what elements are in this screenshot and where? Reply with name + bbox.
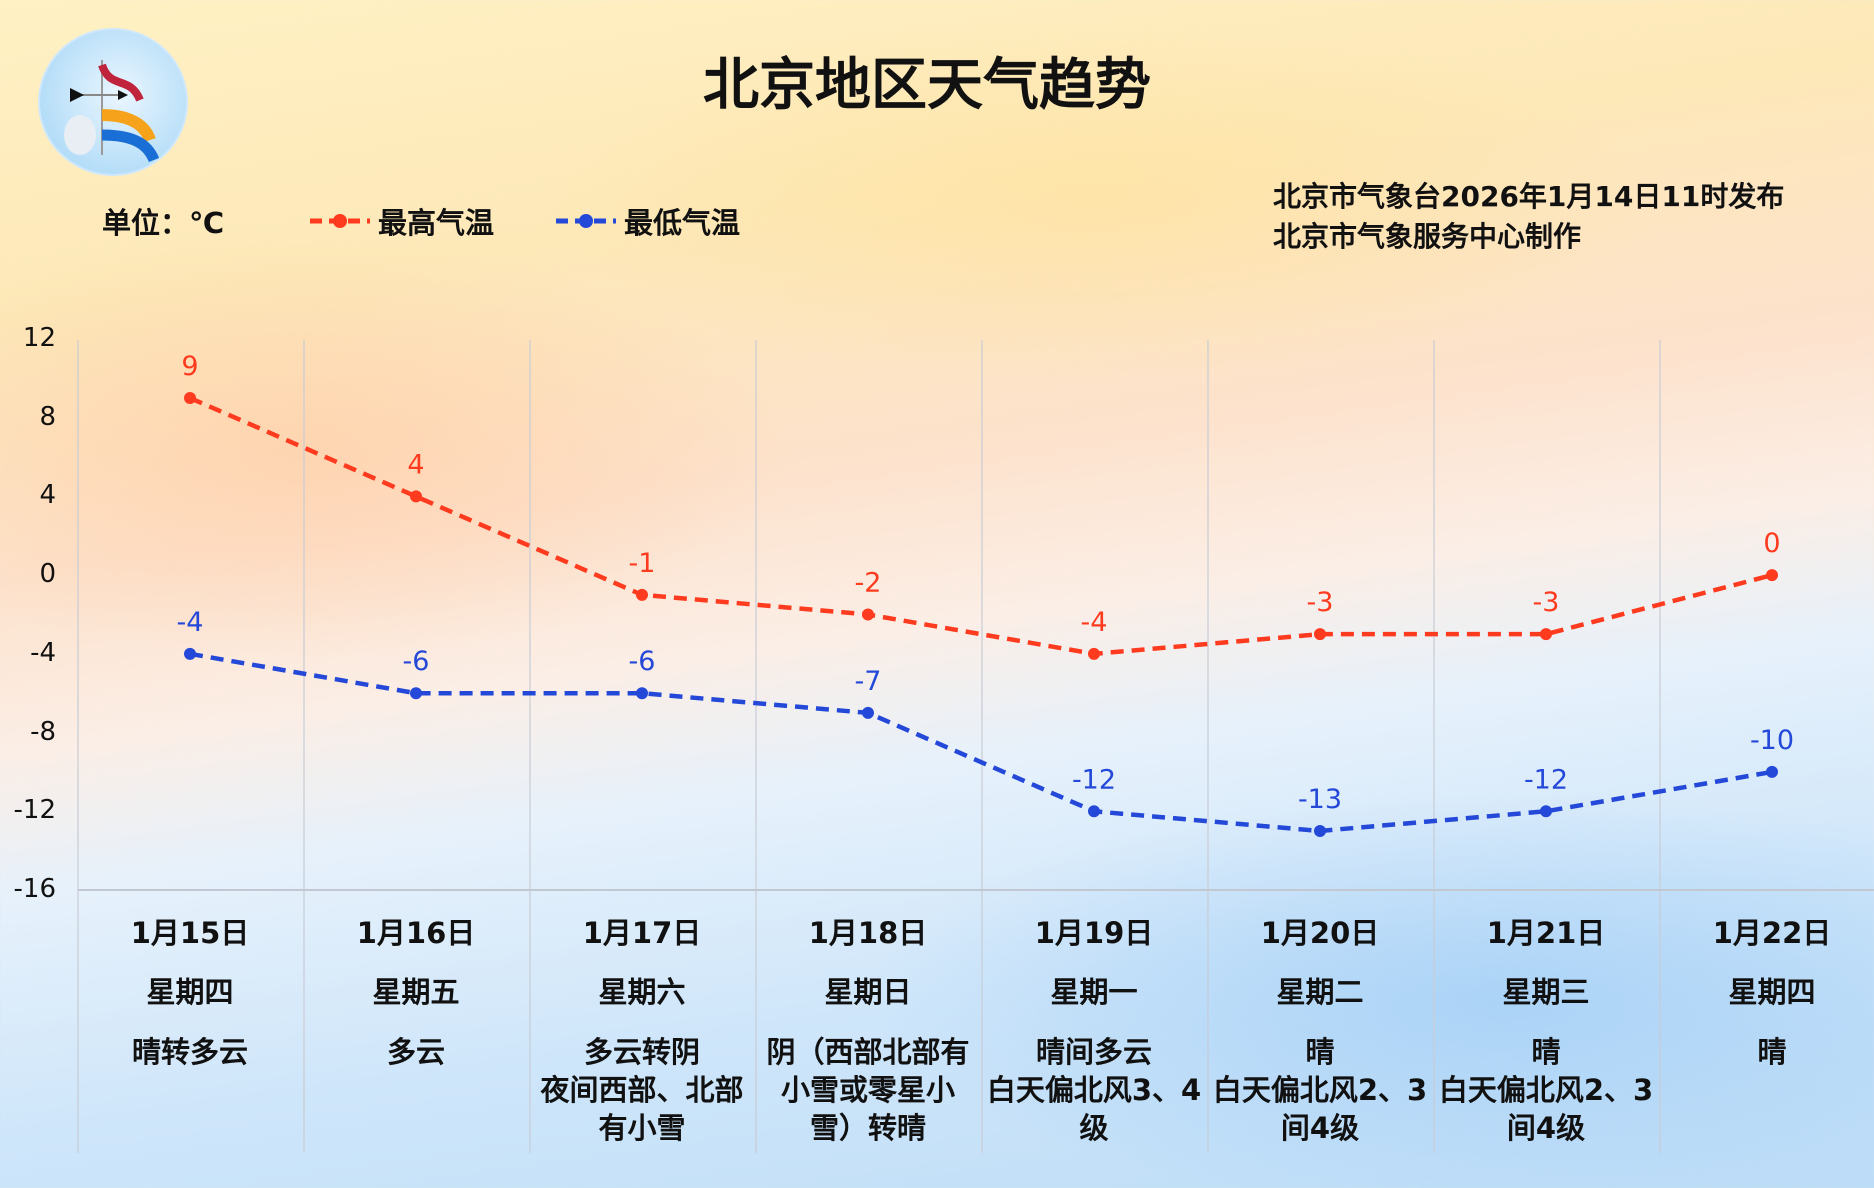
page-title: 北京地区天气趋势 — [0, 40, 1874, 121]
data-point — [1766, 765, 1778, 778]
date-label: 1月19日 — [1034, 916, 1154, 950]
weather-text: 阴（西部北部有 — [766, 1035, 970, 1069]
weather-text: 多云 — [386, 1035, 445, 1069]
legend-high: 最高气温 — [378, 206, 495, 240]
data-point — [1314, 628, 1326, 641]
y-tick-label: 0 — [39, 559, 56, 590]
data-label: -4 — [1081, 607, 1108, 638]
data-point — [636, 588, 648, 601]
weekday-label: 星期六 — [598, 975, 686, 1009]
data-point — [1314, 824, 1326, 837]
data-point — [410, 687, 422, 700]
legend-low-marker-icon — [556, 214, 616, 228]
weekday-label: 星期二 — [1276, 975, 1364, 1009]
y-tick-label: -16 — [13, 874, 56, 904]
data-point — [184, 392, 196, 405]
date-label: 1月16日 — [356, 916, 476, 950]
data-label: -6 — [629, 646, 656, 677]
date-label: 1月18日 — [808, 916, 928, 950]
data-point — [1088, 805, 1100, 818]
weather-text: 晴 — [1531, 1035, 1561, 1069]
y-tick-label: 4 — [39, 480, 56, 511]
data-label: -3 — [1533, 587, 1560, 618]
weather-text: 间4级 — [1280, 1111, 1360, 1145]
data-point — [1766, 569, 1778, 582]
weather-text: 晴转多云 — [131, 1035, 248, 1069]
weekday-label: 星期五 — [372, 975, 460, 1009]
data-point — [862, 706, 874, 719]
weather-text: 级 — [1079, 1111, 1109, 1145]
data-label: -2 — [855, 568, 882, 599]
weather-text: 白天偏北风2、3 — [1212, 1073, 1428, 1107]
weekday-label: 星期一 — [1050, 975, 1138, 1009]
weather-text: 小雪或零星小 — [780, 1073, 955, 1107]
data-label: 4 — [407, 449, 424, 480]
data-point — [1088, 647, 1100, 660]
data-label: -7 — [855, 666, 882, 697]
date-label: 1月20日 — [1260, 916, 1380, 950]
series-line-low — [189, 651, 1773, 834]
weather-text: 有小雪 — [598, 1111, 686, 1145]
data-label: -1 — [629, 548, 656, 579]
data-label: -6 — [403, 646, 430, 677]
weather-text: 夜间西部、北部 — [540, 1073, 744, 1107]
y-tick-label: -4 — [30, 637, 56, 668]
y-tick-label: -12 — [13, 795, 56, 826]
data-point — [1540, 628, 1552, 641]
y-tick-label: 8 — [39, 401, 56, 432]
weather-text: 间4级 — [1506, 1111, 1586, 1145]
data-label: -3 — [1307, 587, 1334, 618]
weather-text: 晴 — [1757, 1035, 1787, 1069]
y-tick-label: -8 — [30, 716, 56, 747]
weekday-label: 星期四 — [146, 975, 234, 1009]
date-label: 1月21日 — [1486, 916, 1606, 950]
logo — [38, 28, 188, 176]
weather-text: 白天偏北风3、4 — [986, 1073, 1202, 1107]
weather-text: 白天偏北风2、3 — [1438, 1073, 1654, 1107]
y-tick-label: 12 — [22, 323, 56, 353]
publisher-line-2: 北京市气象服务中心制作 — [1273, 220, 1582, 253]
date-label: 1月15日 — [130, 916, 250, 950]
data-label: -10 — [1750, 725, 1794, 756]
publisher-line-1: 北京市气象台2026年1月14日11时发布 — [1273, 180, 1785, 213]
legend-low: 最低气温 — [624, 206, 741, 240]
data-point — [636, 687, 648, 700]
data-point — [410, 490, 422, 503]
data-label: -12 — [1524, 764, 1568, 795]
weather-vane-logo-icon — [64, 60, 160, 163]
legend-high-marker-icon — [310, 214, 370, 228]
date-label: 1月22日 — [1712, 916, 1832, 950]
unit-label: 单位：℃ — [102, 206, 225, 240]
data-label: -13 — [1298, 784, 1342, 815]
data-label: -12 — [1072, 764, 1116, 795]
weather-text: 雪）转晴 — [809, 1111, 926, 1145]
weather-text: 晴间多云 — [1035, 1035, 1152, 1069]
date-label: 1月17日 — [582, 916, 702, 950]
data-label: 9 — [181, 351, 198, 382]
weather-text: 晴 — [1305, 1035, 1335, 1069]
data-point — [1540, 805, 1552, 818]
title-text: 北京地区天气趋势 — [703, 53, 1151, 118]
weekday-label: 星期日 — [824, 975, 912, 1009]
data-point — [184, 647, 196, 660]
weekday-label: 星期三 — [1502, 975, 1590, 1009]
weekday-label: 星期四 — [1728, 975, 1816, 1009]
data-label: -4 — [177, 607, 204, 638]
data-point — [862, 608, 874, 621]
data-label: 0 — [1763, 528, 1780, 559]
weather-text: 多云转阴 — [583, 1035, 700, 1069]
